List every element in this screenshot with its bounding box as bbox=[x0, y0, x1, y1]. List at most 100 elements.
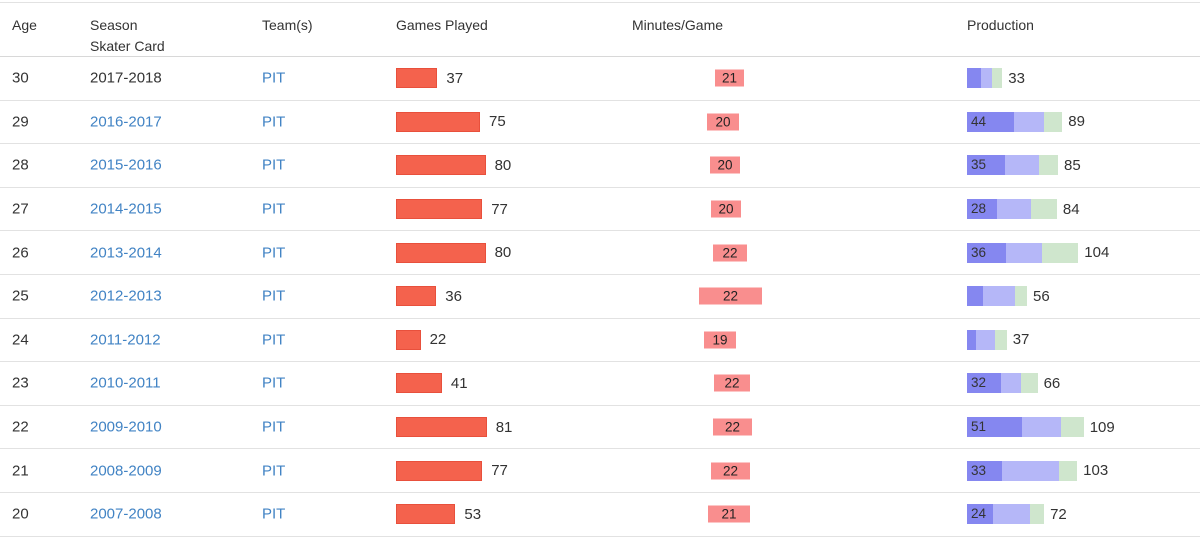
production-goals-segment bbox=[967, 155, 1005, 176]
season-row: 24 2011-2012 PIT 22 19 37 bbox=[0, 319, 1200, 363]
season-row: 30 2017-2018 PIT 37 21 33 bbox=[0, 57, 1200, 101]
production-primary-assists-segment bbox=[980, 68, 992, 89]
games-played-cell: 77 bbox=[396, 199, 508, 220]
team-link[interactable]: PIT bbox=[262, 200, 286, 218]
games-played-cell: 81 bbox=[396, 417, 512, 438]
production-secondary-assists-segment bbox=[1015, 286, 1027, 307]
column-header-teams: Team(s) bbox=[262, 17, 313, 33]
games-played-bar bbox=[396, 373, 442, 394]
games-played-cell: 77 bbox=[396, 460, 508, 481]
minutes-per-game-bar: 20 bbox=[707, 113, 739, 131]
team-link[interactable]: PIT bbox=[262, 156, 286, 174]
age-value: 24 bbox=[12, 331, 29, 349]
season-link[interactable]: 2014-2015 bbox=[90, 200, 162, 218]
games-played-bar bbox=[396, 199, 483, 220]
production-stacked-bar bbox=[967, 286, 1027, 307]
production-goals-value: 24 bbox=[971, 506, 987, 522]
games-played-cell: 41 bbox=[396, 373, 468, 394]
season-link[interactable]: 2008-2009 bbox=[90, 462, 162, 480]
production-goals-value: 28 bbox=[971, 201, 987, 217]
production-cell: 35 85 bbox=[967, 155, 1081, 176]
production-goals-value: 32 bbox=[971, 375, 987, 391]
table-body: 30 2017-2018 PIT 37 21 33 29 2016-2017 P… bbox=[0, 57, 1200, 537]
games-played-value: 77 bbox=[491, 200, 508, 218]
age-value: 29 bbox=[12, 113, 29, 131]
season-link[interactable]: 2007-2008 bbox=[90, 505, 162, 523]
production-cell: 44 89 bbox=[967, 111, 1085, 132]
production-primary-assists-segment bbox=[997, 199, 1032, 220]
production-primary-assists-segment bbox=[1021, 417, 1062, 438]
team-link[interactable]: PIT bbox=[262, 418, 286, 436]
minutes-per-game-value: 20 bbox=[717, 157, 733, 173]
production-goals-segment bbox=[967, 373, 1002, 394]
team-link[interactable]: PIT bbox=[262, 374, 286, 392]
production-total-value: 66 bbox=[1043, 374, 1061, 392]
production-total-value: 89 bbox=[1068, 113, 1085, 131]
production-stacked-bar: 36 bbox=[967, 242, 1079, 263]
production-total-value: 109 bbox=[1089, 418, 1115, 436]
production-stacked-bar bbox=[967, 329, 1007, 350]
production-stacked-bar: 24 bbox=[967, 504, 1045, 525]
season-row: 26 2013-2014 PIT 80 22 36 104 bbox=[0, 231, 1200, 275]
production-cell: 33 bbox=[967, 68, 1025, 89]
minutes-per-game-bar: 22 bbox=[699, 287, 762, 305]
games-played-bar bbox=[396, 68, 438, 89]
season-link[interactable]: 2013-2014 bbox=[90, 244, 162, 262]
age-value: 30 bbox=[12, 69, 29, 87]
production-total-value: 104 bbox=[1084, 244, 1110, 262]
column-header-season: Season bbox=[90, 17, 138, 33]
games-played-value: 53 bbox=[464, 505, 482, 523]
team-link[interactable]: PIT bbox=[262, 69, 286, 87]
production-goals-value: 33 bbox=[971, 462, 987, 478]
games-played-bar bbox=[396, 329, 421, 350]
team-link[interactable]: PIT bbox=[262, 113, 286, 131]
production-secondary-assists-segment bbox=[1058, 460, 1078, 481]
production-goals-segment bbox=[967, 504, 993, 525]
production-stacked-bar: 32 bbox=[967, 373, 1038, 394]
production-total-value: 56 bbox=[1032, 287, 1050, 305]
season-link[interactable]: 2010-2011 bbox=[90, 374, 161, 392]
production-secondary-assists-segment bbox=[1041, 242, 1079, 263]
team-link[interactable]: PIT bbox=[262, 244, 286, 262]
minutes-per-game-value: 22 bbox=[722, 245, 738, 261]
column-header-minutes-per-game: Minutes/Game bbox=[632, 17, 724, 33]
minutes-per-game-bar: 22 bbox=[713, 244, 747, 262]
team-link[interactable]: PIT bbox=[262, 331, 286, 349]
production-cell: 36 104 bbox=[967, 242, 1110, 263]
minutes-per-game-bar: 22 bbox=[714, 374, 750, 392]
team-link[interactable]: PIT bbox=[262, 505, 286, 523]
age-value: 22 bbox=[12, 418, 29, 436]
production-total-value: 33 bbox=[1008, 69, 1025, 87]
games-played-value: 36 bbox=[445, 287, 462, 305]
age-value: 20 bbox=[12, 505, 29, 523]
production-secondary-assists-segment bbox=[1044, 111, 1063, 132]
season-row: 22 2009-2010 PIT 81 22 51 109 bbox=[0, 406, 1200, 450]
games-played-bar bbox=[396, 111, 480, 132]
season-link[interactable]: 2015-2016 bbox=[90, 156, 162, 174]
minutes-per-game-value: 20 bbox=[718, 201, 734, 217]
minutes-per-game-bar: 22 bbox=[711, 462, 750, 480]
season-link[interactable]: 2011-2012 bbox=[90, 331, 161, 349]
production-total-value: 103 bbox=[1083, 462, 1109, 480]
production-secondary-assists-segment bbox=[994, 329, 1007, 350]
season-value: 2017-2018 bbox=[90, 69, 162, 87]
season-row: 23 2010-2011 PIT 41 22 32 66 bbox=[0, 362, 1200, 406]
games-played-value: 22 bbox=[429, 331, 447, 349]
minutes-per-game-value: 22 bbox=[724, 375, 740, 391]
season-link[interactable]: 2012-2013 bbox=[90, 287, 162, 305]
games-played-cell: 75 bbox=[396, 111, 506, 132]
team-link[interactable]: PIT bbox=[262, 462, 286, 480]
team-link[interactable]: PIT bbox=[262, 287, 286, 305]
production-stacked-bar: 51 bbox=[967, 417, 1084, 438]
minutes-per-game-value: 20 bbox=[715, 114, 731, 130]
minutes-per-game-bar: 19 bbox=[704, 331, 736, 349]
production-secondary-assists-segment bbox=[1021, 373, 1038, 394]
column-header-games-played: Games Played bbox=[396, 17, 488, 33]
production-goals-segment bbox=[967, 111, 1015, 132]
production-goals-value: 51 bbox=[971, 419, 987, 435]
season-link[interactable]: 2009-2010 bbox=[90, 418, 162, 436]
production-cell: 56 bbox=[967, 286, 1050, 307]
season-link[interactable]: 2016-2017 bbox=[90, 113, 162, 131]
production-cell: 24 72 bbox=[967, 504, 1067, 525]
